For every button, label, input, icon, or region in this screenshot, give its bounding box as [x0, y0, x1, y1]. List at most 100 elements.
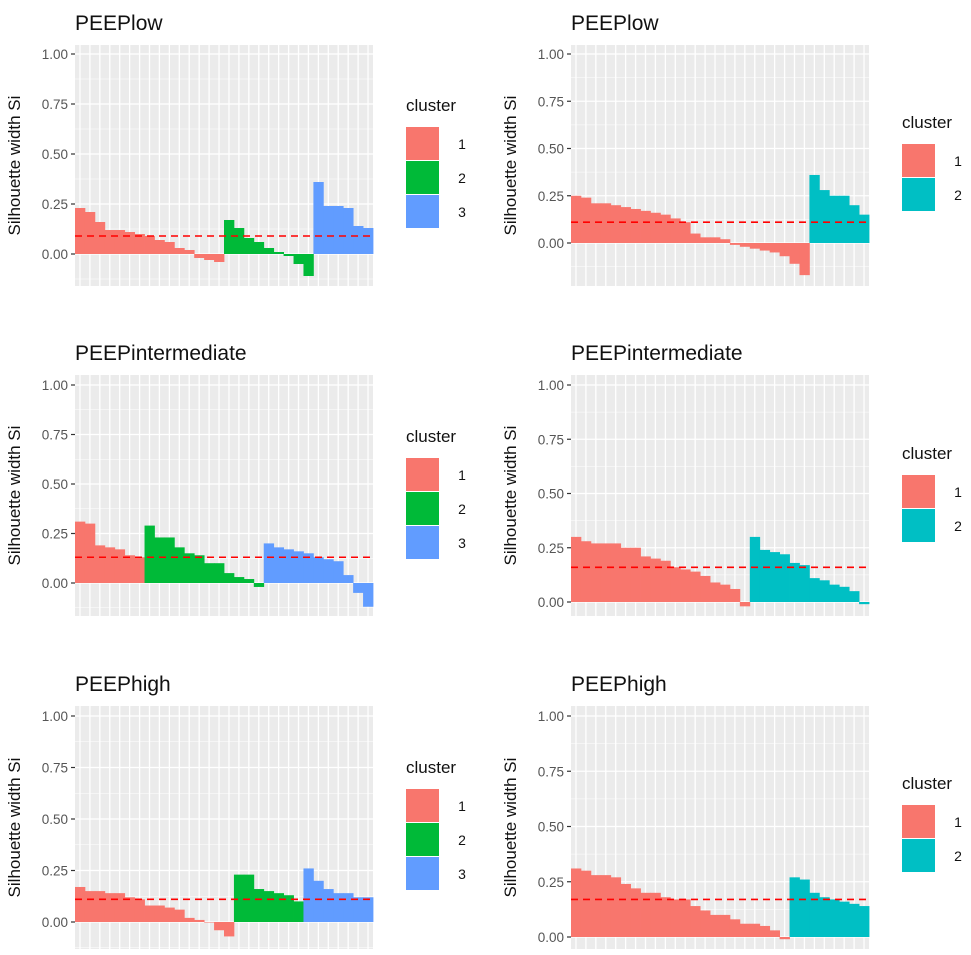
silhouette-bar — [154, 240, 165, 254]
silhouette-bar — [144, 236, 155, 254]
silhouette-bar — [303, 254, 314, 276]
chart-title: PEEPlow — [75, 12, 163, 35]
legend-key-cluster-1 — [406, 127, 439, 160]
silhouette-bar — [343, 208, 354, 254]
silhouette-bar — [640, 210, 651, 243]
legend-key-cluster-1 — [902, 475, 935, 508]
silhouette-bar — [849, 903, 860, 937]
silhouette-bar — [759, 243, 771, 251]
silhouette-bar — [650, 558, 661, 602]
silhouette-bar — [263, 248, 275, 254]
silhouette-bar — [253, 889, 265, 922]
silhouette-bar — [630, 547, 641, 602]
silhouette-bar — [859, 602, 870, 605]
silhouette-bar — [94, 545, 106, 583]
silhouette-bar — [353, 226, 364, 254]
silhouette-bar — [819, 580, 830, 602]
silhouette-bar — [214, 254, 225, 262]
silhouette-bar — [729, 243, 741, 245]
silhouette-bar — [720, 239, 731, 243]
silhouette-bar — [263, 891, 275, 922]
silhouette-bar — [144, 905, 155, 922]
silhouette-bar — [263, 543, 275, 583]
silhouette-bar — [124, 555, 135, 583]
silhouette-bar — [293, 901, 304, 922]
silhouette-bar — [134, 899, 145, 922]
silhouette-bar — [799, 879, 810, 937]
silhouette-bar — [600, 875, 612, 937]
plot-background — [571, 45, 869, 286]
legend-key-cluster-2 — [902, 509, 935, 542]
silhouette-bar — [333, 893, 344, 922]
silhouette-bar — [789, 877, 800, 937]
silhouette-bar — [839, 901, 850, 937]
silhouette-bar — [580, 870, 592, 937]
silhouette-bar — [194, 254, 205, 258]
silhouette-bar — [243, 874, 255, 922]
silhouette-bar — [283, 549, 294, 583]
y-tick-label: 0.25 — [538, 541, 564, 556]
silhouette-bar — [640, 556, 651, 602]
silhouette-bar — [580, 197, 592, 243]
legend-label: 2 — [458, 170, 466, 186]
silhouette-bar — [610, 205, 622, 243]
y-tick-label: 0.25 — [42, 527, 68, 542]
silhouette-bar — [233, 228, 245, 254]
silhouette-bar — [759, 549, 771, 602]
y-tick-label: 0.25 — [42, 197, 68, 212]
y-tick-label: 0.00 — [42, 915, 68, 930]
legend-key-cluster-3 — [406, 857, 439, 890]
legend-label: 2 — [954, 187, 962, 203]
legend-title: cluster — [406, 96, 456, 115]
silhouette-bar — [590, 875, 602, 937]
y-tick-label: 0.75 — [42, 761, 68, 776]
silhouette-bar — [799, 565, 810, 602]
silhouette-bar — [630, 888, 641, 937]
legend-key-cluster-2 — [902, 839, 935, 872]
silhouette-bar — [233, 577, 245, 583]
silhouette-bar — [580, 541, 592, 602]
silhouette-bar — [204, 563, 215, 583]
y-tick-label: 0.00 — [538, 930, 564, 945]
silhouette-bar — [323, 559, 334, 583]
silhouette-bar — [144, 525, 155, 583]
silhouette-bar — [224, 922, 235, 937]
silhouette-panel: PEEPintermediate 0.00 0.25 0.50 0.75 1.00 Silh… — [490, 330, 971, 630]
silhouette-bar — [571, 868, 582, 937]
silhouette-bar — [104, 547, 116, 583]
silhouette-bar — [134, 557, 145, 583]
y-tick-label: 0.50 — [42, 812, 68, 827]
silhouette-bar — [273, 547, 284, 583]
silhouette-bar — [769, 930, 780, 937]
y-tick-label: 1.00 — [42, 47, 68, 62]
y-tick-label: 0.00 — [538, 595, 564, 610]
y-tick-label: 0.75 — [538, 432, 564, 447]
silhouette-bar — [620, 883, 631, 937]
chart-title: PEEPintermediate — [571, 342, 743, 365]
silhouette-bar — [729, 919, 741, 937]
silhouette-chart: PEEPintermediate 0.00 0.25 0.50 0.75 1.00 Silh… — [501, 342, 962, 616]
silhouette-bar — [571, 536, 582, 602]
silhouette-bar — [700, 910, 711, 937]
y-tick-label: 0.00 — [42, 247, 68, 262]
y-tick-label: 0.25 — [42, 864, 68, 879]
silhouette-bar — [333, 561, 344, 583]
y-tick-label: 0.75 — [42, 97, 68, 112]
silhouette-bar — [829, 899, 840, 937]
legend-label: 1 — [458, 467, 466, 483]
silhouette-bar — [640, 892, 651, 937]
silhouette-panel: PEEPlow 0.00 0.25 0.50 0.75 1.00 Silhouette wi… — [490, 0, 971, 300]
silhouette-bar — [313, 557, 324, 583]
y-tick-label: 0.50 — [538, 142, 564, 157]
silhouette-bar — [114, 893, 126, 922]
silhouette-bar — [84, 212, 96, 254]
y-axis-label: Silhouette width Si — [5, 426, 24, 566]
silhouette-bar — [739, 243, 751, 247]
y-tick-label: 0.75 — [538, 764, 564, 779]
silhouette-bar — [184, 917, 195, 922]
legend-key-cluster-1 — [406, 789, 439, 822]
silhouette-bar — [164, 537, 175, 583]
silhouette-bar — [749, 536, 761, 602]
legend-title: cluster — [406, 427, 456, 446]
silhouette-bar — [75, 521, 86, 583]
